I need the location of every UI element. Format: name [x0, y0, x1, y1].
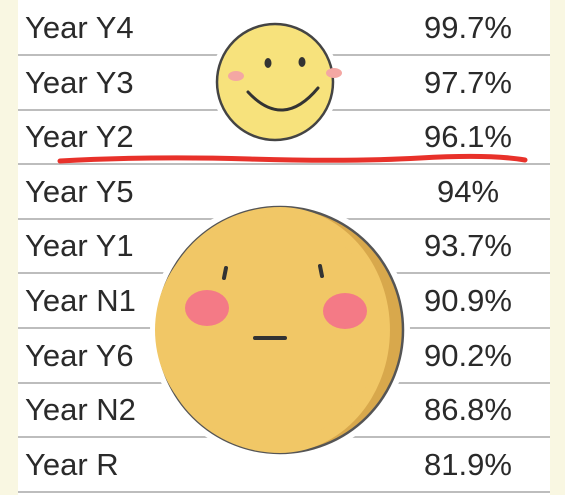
red-underline	[60, 156, 525, 161]
decorations	[0, 0, 565, 495]
page: Year Y499.7%Year Y397.7%Year Y296.1%Year…	[0, 0, 565, 495]
smiley-face	[211, 18, 342, 146]
neutral-face	[150, 200, 410, 460]
